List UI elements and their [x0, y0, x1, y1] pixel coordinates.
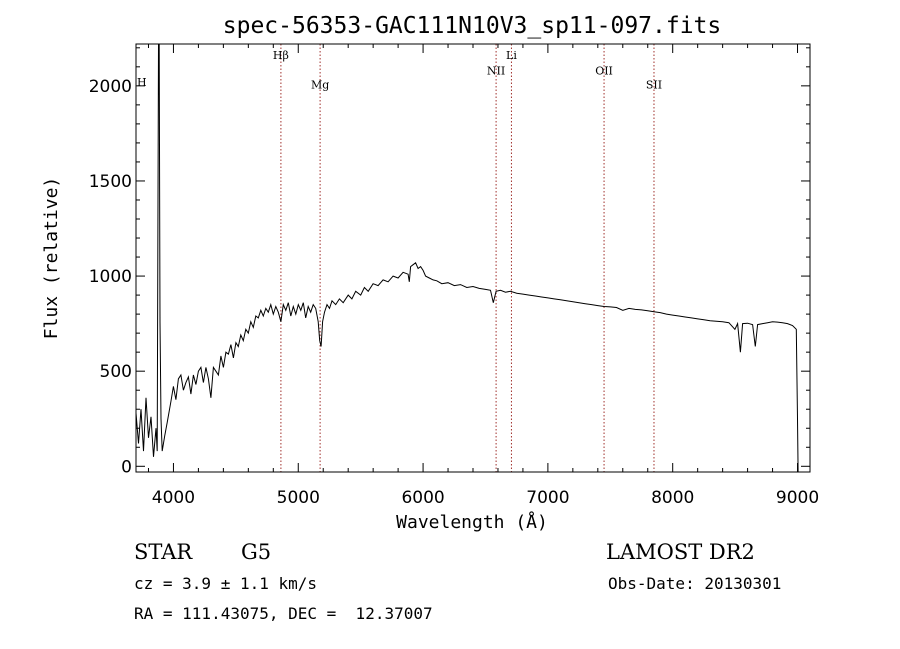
x-tick-label: 8000	[651, 488, 694, 508]
x-axis-label: Wavelength (Å)	[396, 511, 548, 533]
line-marker-label: NII	[487, 64, 505, 77]
y-tick-label: 2000	[89, 77, 132, 97]
line-marker-label: Mg	[311, 79, 329, 92]
line-marker-label: OII	[595, 64, 613, 77]
x-tick-label: 7000	[526, 488, 569, 508]
object-type: STAR	[134, 540, 193, 564]
coordinates: RA = 111.43075, DEC = 12.37007	[134, 604, 433, 623]
x-tick-label: 5000	[277, 488, 320, 508]
line-marker-label: Li	[506, 49, 517, 62]
y-tick-label: 0	[121, 457, 132, 477]
observation-date: Obs-Date: 20130301	[608, 574, 782, 593]
object-subclass: G5	[241, 540, 272, 564]
spectrum-line	[135, 43, 799, 473]
line-marker-label: SII	[646, 79, 662, 92]
redshift-value: cz = 3.9 ± 1.1 km/s	[134, 574, 318, 593]
chart-title: spec-56353-GAC111N10V3_sp11-097.fits	[223, 13, 722, 39]
y-axis-label: Flux (relative)	[41, 177, 62, 340]
y-tick-label: 500	[100, 362, 132, 382]
y-tick-label: 1000	[89, 267, 132, 287]
line-marker-label: H	[137, 76, 147, 89]
survey-name: LAMOST DR2	[606, 540, 755, 564]
y-tick-label: 1500	[89, 172, 132, 192]
x-tick-label: 4000	[152, 488, 195, 508]
x-tick-label: 6000	[401, 488, 444, 508]
line-marker-label: Hβ	[273, 49, 289, 62]
axis-ticks: 4000 5000 6000 7000 8000 9000 0 500 1000 1500 2000	[89, 44, 819, 508]
x-tick-label: 9000	[776, 488, 819, 508]
plot-frame	[135, 43, 811, 473]
